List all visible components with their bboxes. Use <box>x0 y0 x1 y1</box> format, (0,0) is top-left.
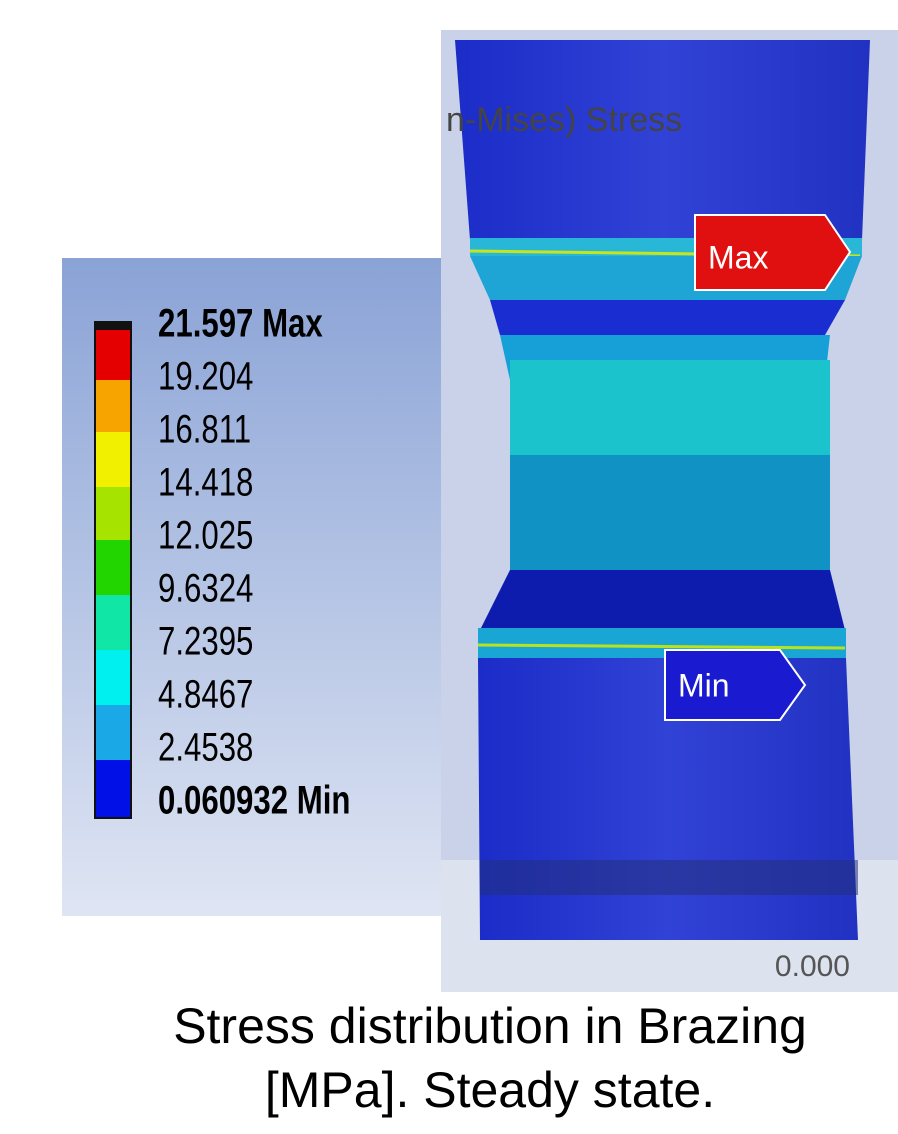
page: n-Mises) Stress Max Min 0.000 21.597 Max… <box>0 0 898 1134</box>
neck-3 <box>510 455 830 570</box>
legend-label: 19.204 <box>158 354 253 399</box>
color-band <box>95 595 131 650</box>
bottom-shadow <box>480 860 858 895</box>
legend-label: 16.811 <box>158 407 251 452</box>
legend-label: 12.025 <box>158 513 253 558</box>
top-block <box>455 40 870 240</box>
color-band <box>95 432 131 487</box>
color-band <box>95 380 131 432</box>
lower-braze <box>478 628 846 658</box>
color-band <box>95 330 131 380</box>
color-band <box>95 322 131 330</box>
min-label: Min <box>678 667 730 703</box>
neck-2 <box>510 360 830 455</box>
legend-label: 4.8467 <box>158 672 253 717</box>
screenshot: n-Mises) Stress Max Min 0.000 21.597 Max… <box>0 0 898 1134</box>
color-band <box>95 487 131 540</box>
color-band <box>95 705 131 760</box>
lower-chamfer <box>480 570 845 630</box>
color-band <box>95 760 131 818</box>
max-label: Max <box>708 239 768 275</box>
caption-line: [MPa]. Steady state. <box>265 1062 715 1118</box>
legend-label: 2.4538 <box>158 725 253 770</box>
color-bar <box>95 322 131 818</box>
legend-label: 0.060932 Min <box>158 778 350 823</box>
neck-top <box>490 300 845 335</box>
scale-label: 0.000 <box>775 950 850 983</box>
viewport-title: n-Mises) Stress <box>446 101 682 139</box>
caption-line: Stress distribution in Brazing <box>173 998 807 1054</box>
legend-label: 14.418 <box>158 460 253 505</box>
color-band <box>95 650 131 705</box>
viewport: n-Mises) Stress Max Min 0.000 <box>441 30 898 992</box>
legend-label: 7.2395 <box>158 619 253 664</box>
legend-label: 21.597 Max <box>158 301 323 346</box>
legend-label: 9.6324 <box>158 566 253 611</box>
color-band <box>95 540 131 595</box>
